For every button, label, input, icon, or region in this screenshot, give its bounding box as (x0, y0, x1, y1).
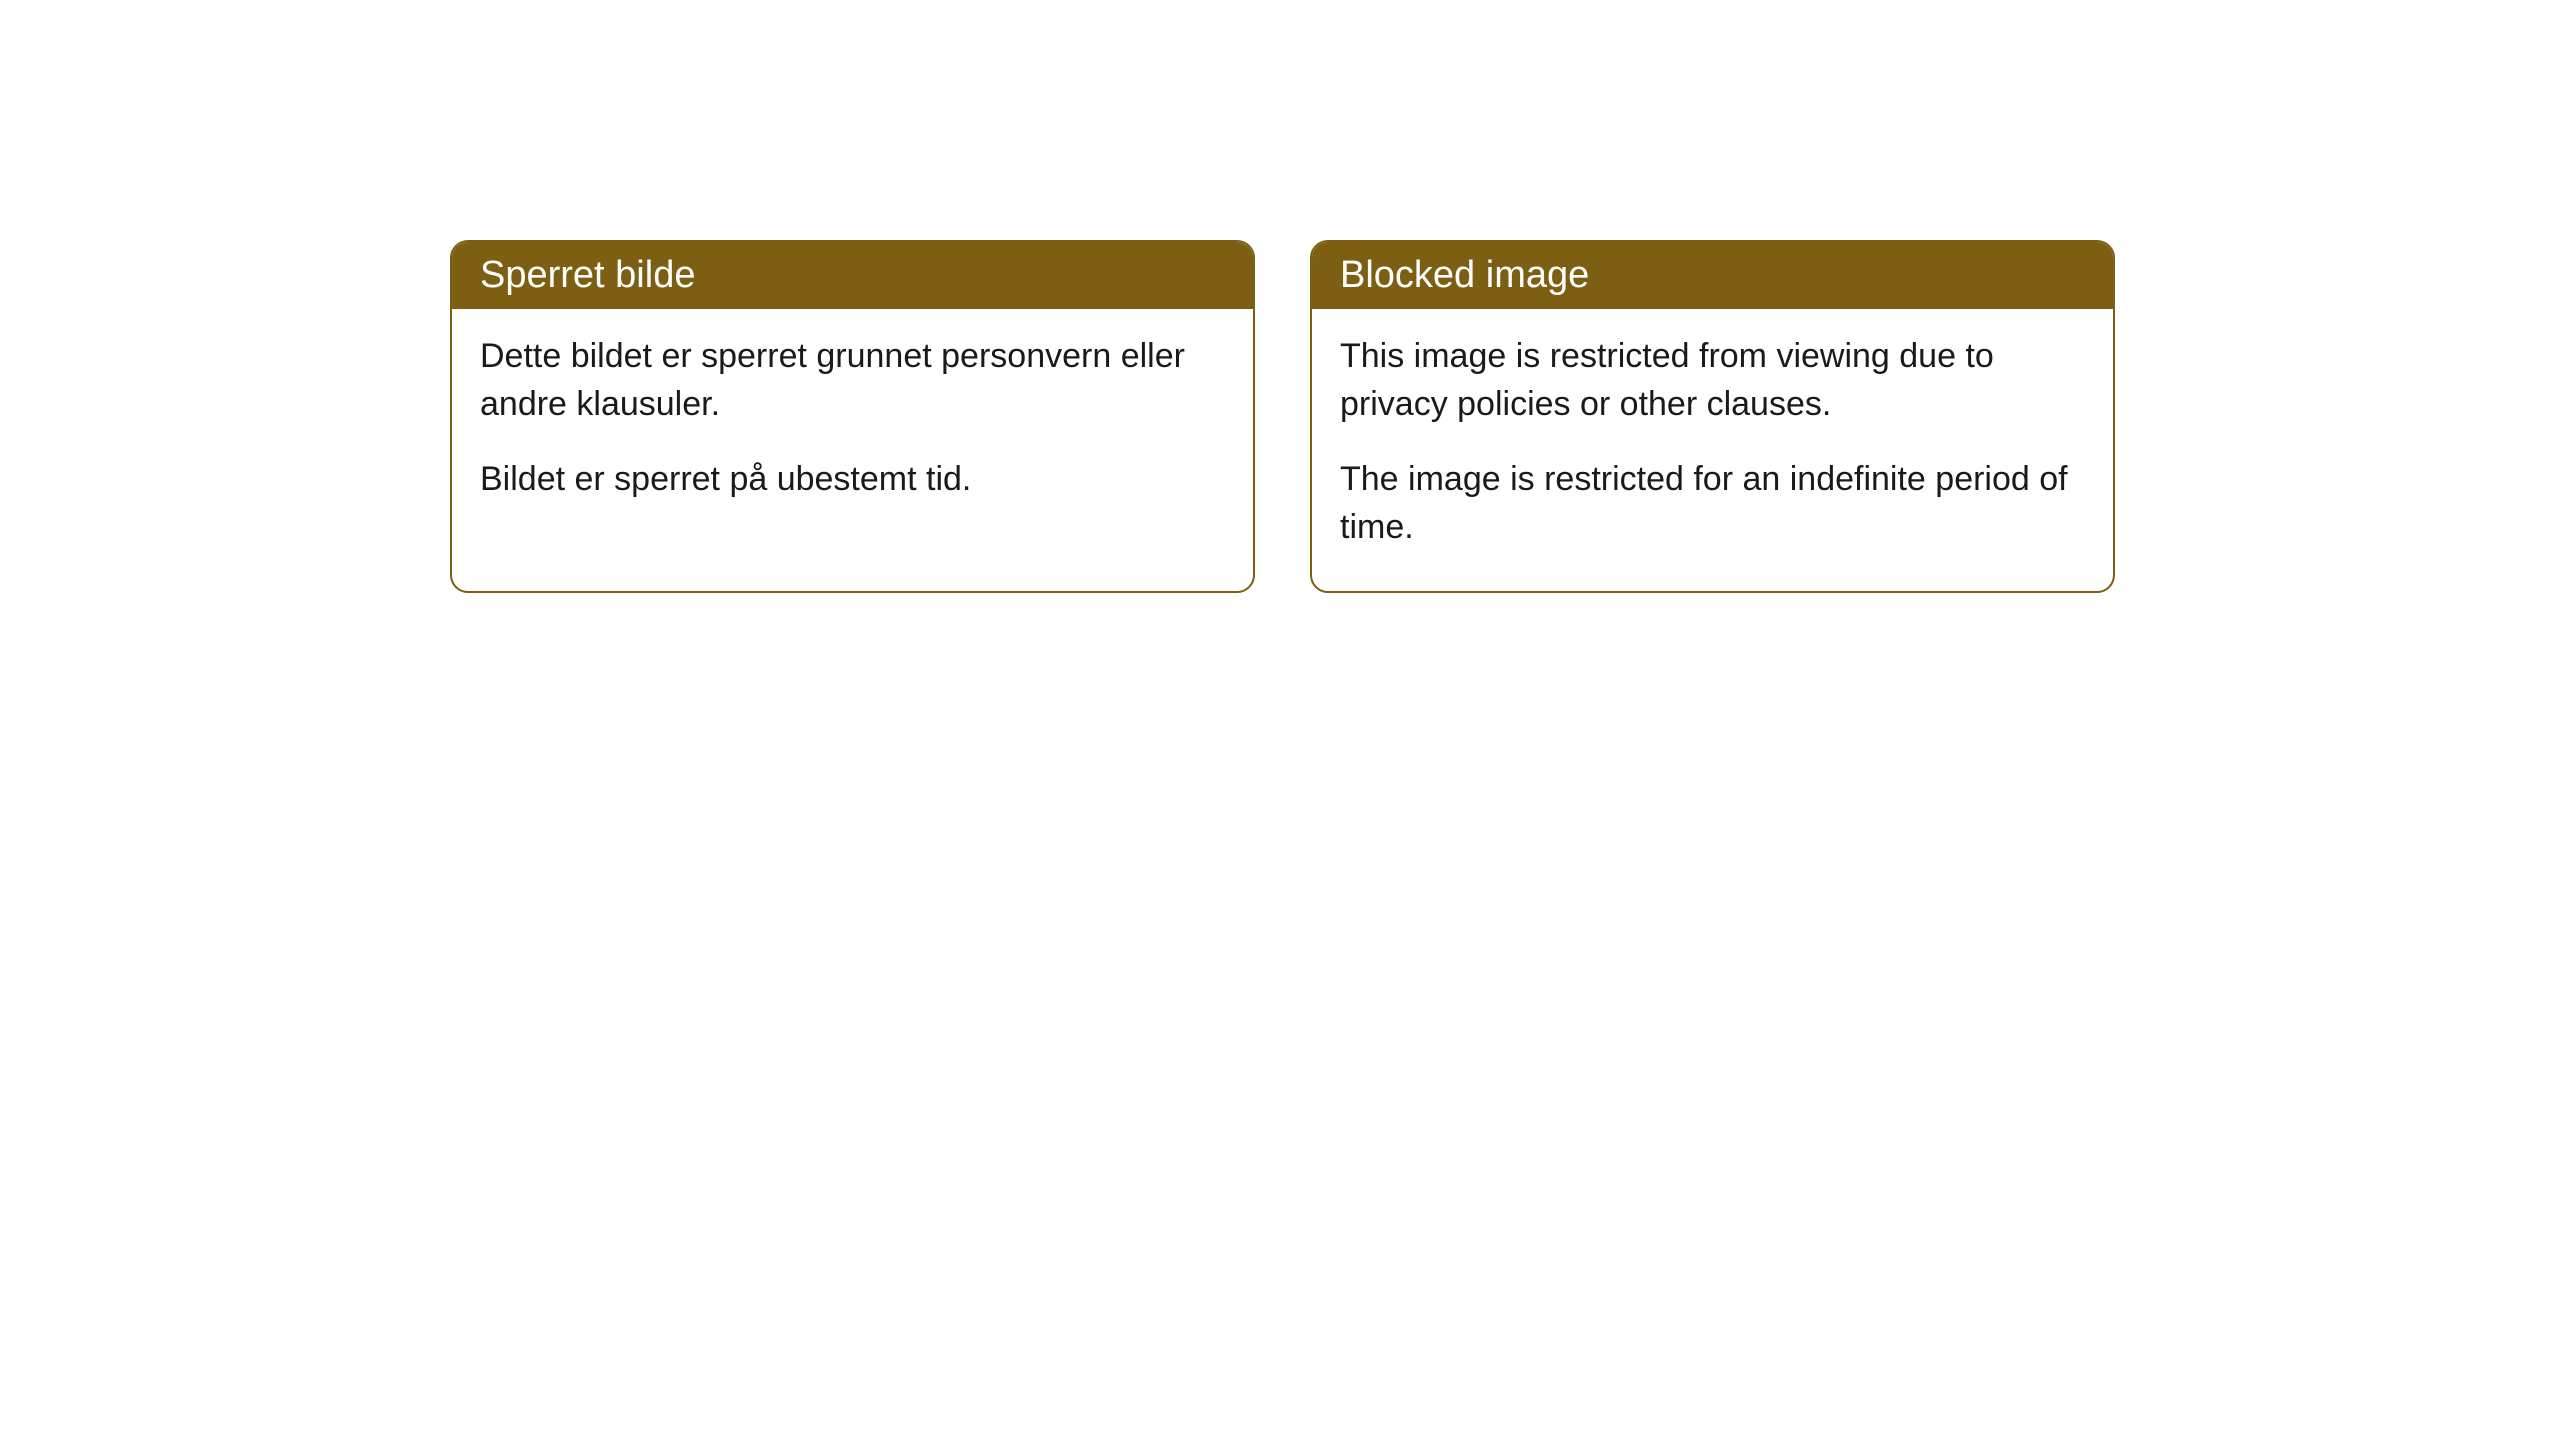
card-header-norwegian: Sperret bilde (452, 242, 1253, 309)
card-header-english: Blocked image (1312, 242, 2113, 309)
notice-container: Sperret bilde Dette bildet er sperret gr… (450, 240, 2115, 593)
card-paragraph: This image is restricted from viewing du… (1340, 333, 2085, 428)
card-paragraph: Bildet er sperret på ubestemt tid. (480, 456, 1225, 504)
notice-card-english: Blocked image This image is restricted f… (1310, 240, 2115, 593)
card-paragraph: The image is restricted for an indefinit… (1340, 456, 2085, 551)
card-body-english: This image is restricted from viewing du… (1312, 309, 2113, 591)
card-paragraph: Dette bildet er sperret grunnet personve… (480, 333, 1225, 428)
card-body-norwegian: Dette bildet er sperret grunnet personve… (452, 309, 1253, 544)
notice-card-norwegian: Sperret bilde Dette bildet er sperret gr… (450, 240, 1255, 593)
card-title: Sperret bilde (480, 254, 695, 296)
card-title: Blocked image (1340, 254, 1589, 296)
